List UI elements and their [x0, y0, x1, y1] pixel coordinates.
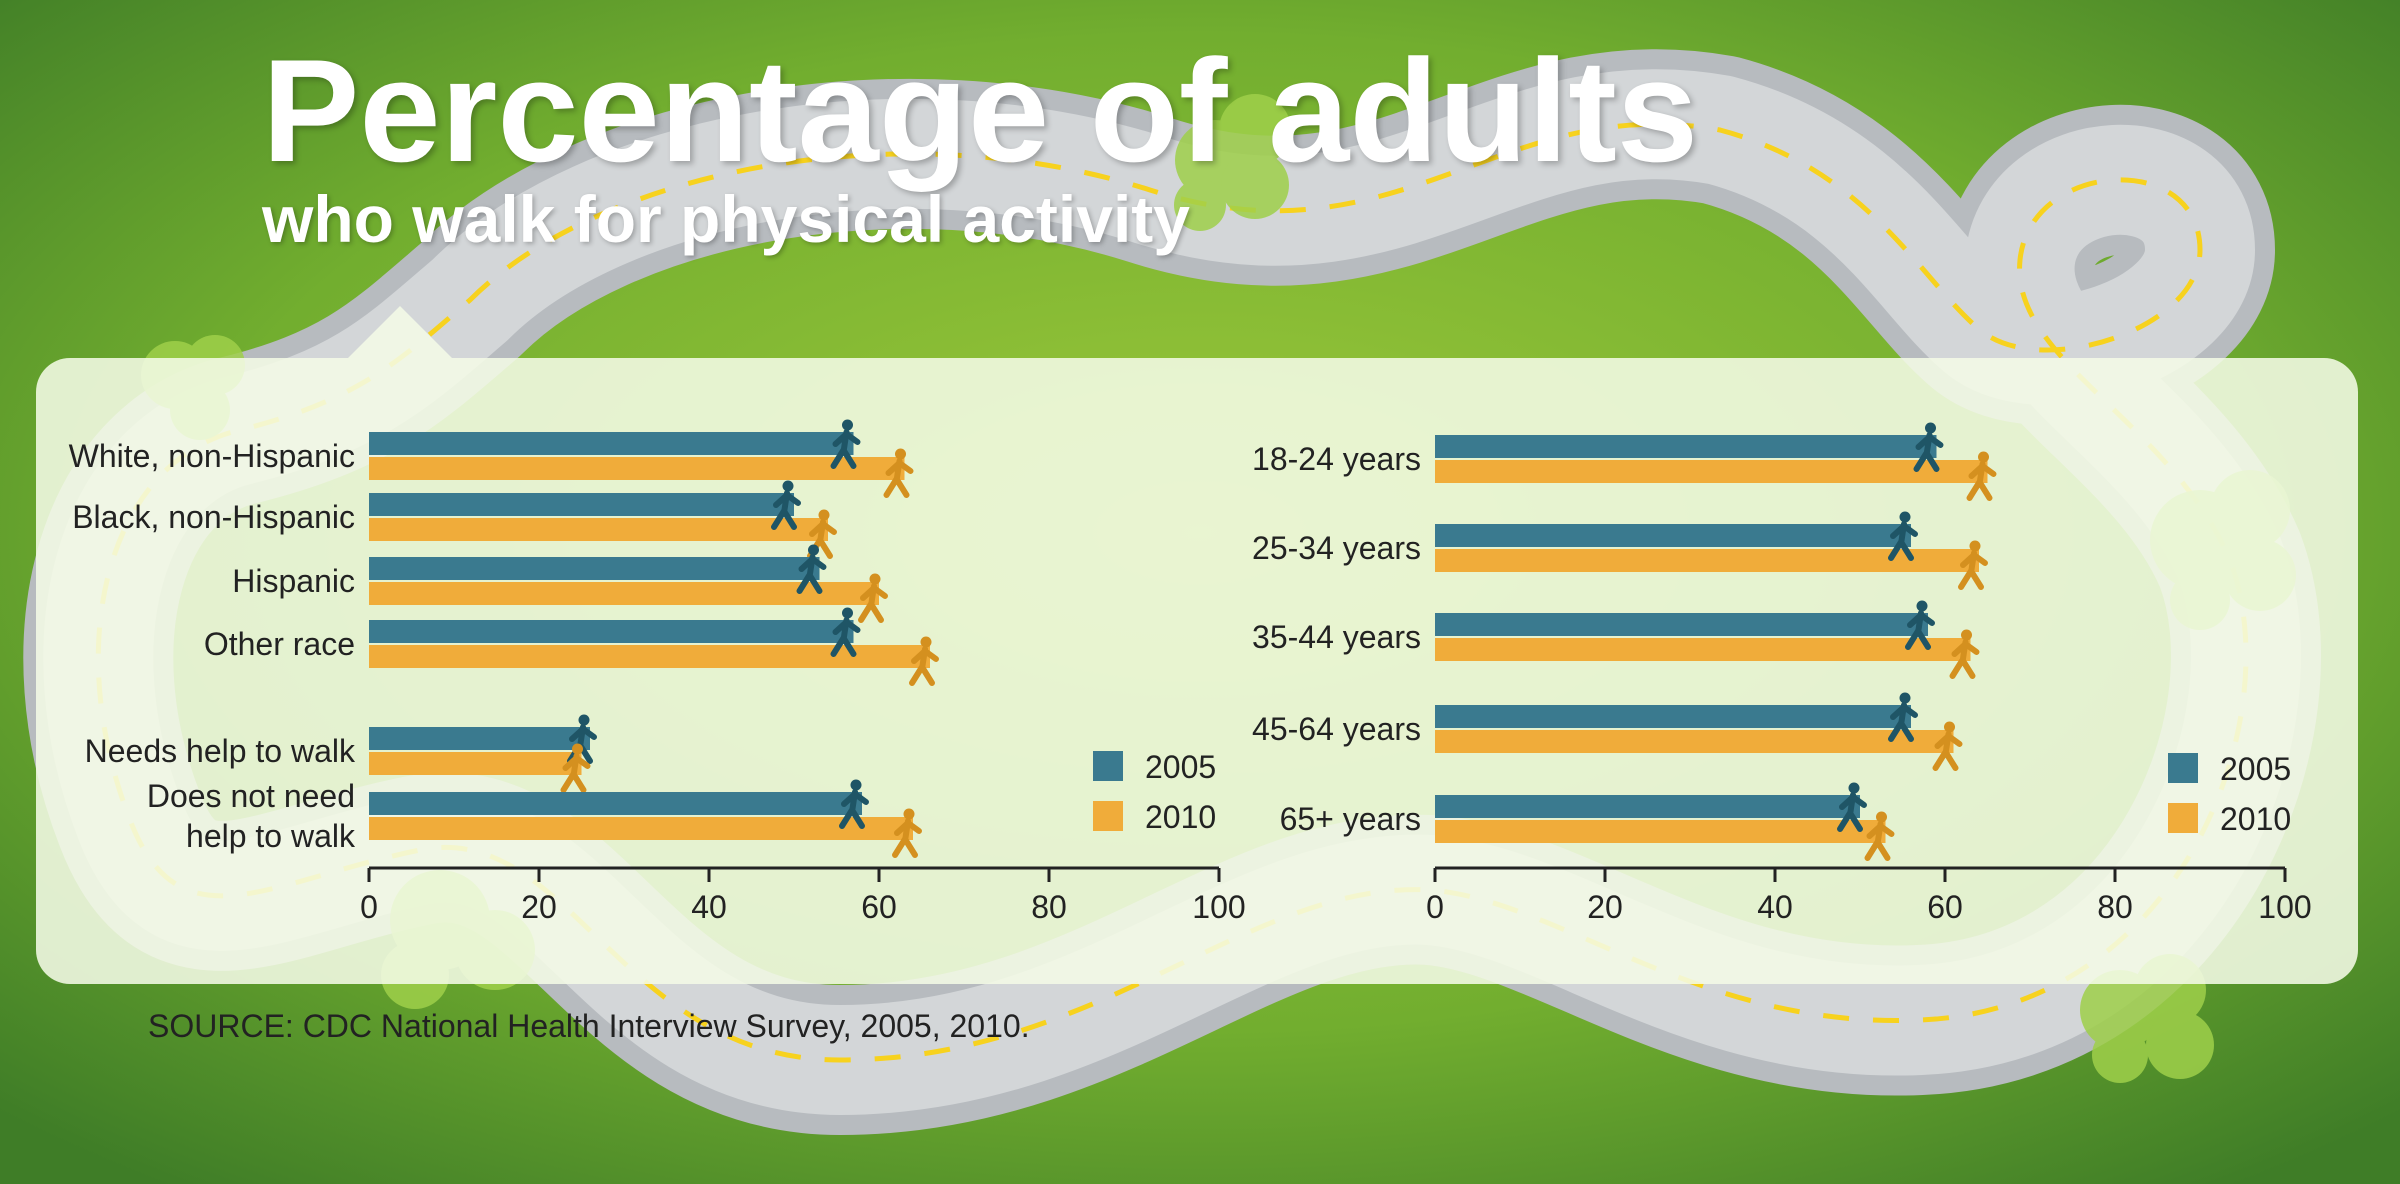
legend-label: 2010	[2220, 801, 2291, 837]
walker-2005-icon	[1837, 782, 1867, 832]
bar-2005	[369, 792, 862, 815]
page-title: Percentage of adults	[262, 29, 1699, 192]
walker-2005-icon	[567, 714, 597, 764]
walker-2010-icon	[1966, 451, 1997, 501]
x-tick-label: 40	[691, 889, 727, 925]
walker-2010-icon	[807, 509, 837, 559]
walker-2010-icon	[1864, 811, 1895, 861]
walker-2010-icon	[1949, 629, 1980, 679]
walker-2010-icon	[892, 808, 922, 858]
x-tick-label: 60	[1927, 889, 1963, 925]
legend-swatch-2010	[2168, 803, 2198, 833]
legend-swatch-2010	[1093, 801, 1123, 831]
bar-2005	[1435, 795, 1860, 818]
legend-swatch-2005	[1093, 751, 1123, 781]
category-label: Does not need	[147, 778, 355, 814]
walker-2005-icon	[1905, 600, 1935, 650]
shrub	[1174, 94, 1291, 231]
walker-2005-icon	[1913, 422, 1944, 472]
x-tick-label: 0	[1426, 889, 1444, 925]
bar-2010	[369, 457, 905, 480]
legend-label: 2005	[2220, 751, 2291, 787]
x-tick-label: 100	[2258, 889, 2311, 925]
bar-2010	[1435, 549, 1979, 572]
walker-2005-icon	[1888, 511, 1918, 561]
bar-2005	[1435, 524, 1911, 547]
bar-2005	[1435, 435, 1937, 458]
bar-2010	[1435, 820, 1886, 843]
legend-label: 2010	[1145, 799, 1216, 835]
bar-2010	[369, 582, 879, 605]
walker-2010-icon	[1958, 540, 1988, 590]
walker-2010-icon	[909, 636, 939, 686]
category-label: Hispanic	[232, 563, 355, 599]
walker-2005-icon	[1888, 692, 1918, 742]
legend-swatch-2005	[2168, 753, 2198, 783]
x-tick-label: 0	[360, 889, 378, 925]
x-tick-label: 80	[1031, 889, 1067, 925]
x-tick-label: 60	[861, 889, 897, 925]
bar-2010	[369, 645, 930, 668]
page-subtitle: who walk for physical activity	[262, 182, 1190, 256]
bar-2005	[369, 557, 820, 580]
bar-2010	[1435, 638, 1971, 661]
walker-2010-icon	[560, 743, 591, 793]
category-label: 18-24 years	[1252, 441, 1421, 477]
bar-2005	[369, 727, 590, 750]
walker-2005-icon	[839, 779, 869, 829]
category-label: 25-34 years	[1252, 530, 1421, 566]
shrub	[2080, 954, 2214, 1083]
walker-2005-icon	[771, 480, 801, 530]
category-label: 35-44 years	[1252, 619, 1421, 655]
walker-2005-icon	[830, 419, 861, 469]
bar-2010	[369, 817, 913, 840]
bar-2010	[1435, 460, 1988, 483]
walker-2005-icon	[796, 544, 827, 594]
category-label: 65+ years	[1280, 801, 1421, 837]
category-label: help to walk	[186, 818, 356, 854]
bar-2005	[1435, 705, 1911, 728]
bar-2005	[369, 493, 794, 516]
walker-2010-icon	[858, 573, 888, 623]
category-label: 45-64 years	[1252, 711, 1421, 747]
walker-2005-icon	[830, 607, 861, 657]
source-note: SOURCE: CDC National Health Interview Su…	[148, 1008, 1030, 1044]
legend-label: 2005	[1145, 749, 1216, 785]
x-tick-label: 20	[1587, 889, 1623, 925]
bar-2005	[1435, 613, 1928, 636]
bar-2010	[369, 518, 828, 541]
category-label: Other race	[204, 626, 355, 662]
x-tick-label: 20	[521, 889, 557, 925]
bar-2005	[369, 432, 854, 455]
category-label: Needs help to walk	[85, 733, 356, 769]
bar-2005	[369, 620, 854, 643]
x-tick-label: 80	[2097, 889, 2133, 925]
bar-2010	[369, 752, 582, 775]
category-label: Black, non-Hispanic	[72, 499, 355, 535]
x-tick-label: 100	[1192, 889, 1245, 925]
walker-2010-icon	[883, 448, 914, 498]
walker-2010-icon	[1932, 721, 1963, 771]
x-tick-label: 40	[1757, 889, 1793, 925]
category-label: White, non-Hispanic	[69, 438, 355, 474]
bar-2010	[1435, 730, 1954, 753]
panel-pointer	[348, 306, 452, 358]
